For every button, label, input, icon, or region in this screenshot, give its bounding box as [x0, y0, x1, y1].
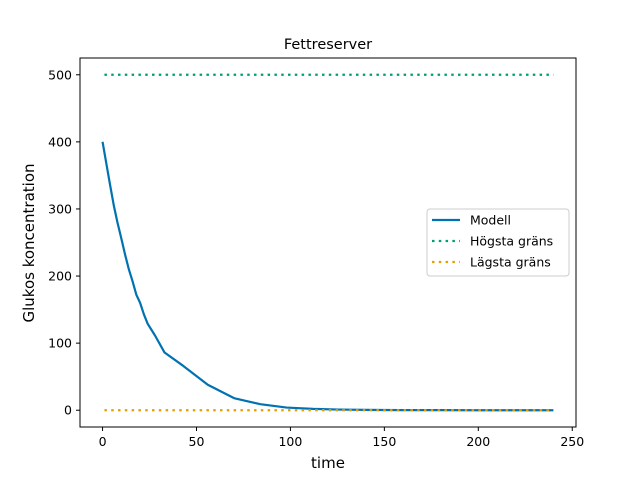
chart-title: Fettreserver — [284, 37, 372, 53]
x-tick-label: 200 — [466, 434, 490, 449]
y-tick-label: 0 — [64, 403, 72, 418]
x-axis-ticks: 0 50 100 150 200 250 — [99, 427, 584, 449]
y-tick-label: 400 — [48, 134, 72, 149]
y-tick-label: 100 — [48, 336, 72, 351]
y-axis-label: Glukos koncentration — [20, 163, 38, 322]
y-tick-label: 200 — [48, 269, 72, 284]
legend-label: Lägsta gräns — [470, 255, 551, 270]
x-tick-label: 250 — [560, 434, 584, 449]
legend-frame — [426, 208, 570, 277]
legend-label: Högsta gräns — [470, 234, 553, 249]
y-tick-label: 500 — [48, 67, 72, 82]
plot-frame — [79, 57, 577, 428]
legend: Modell Högsta gräns Lägsta gräns — [426, 208, 570, 277]
legend-label: Modell — [470, 213, 511, 228]
y-tick-label: 300 — [48, 201, 72, 216]
y-axis-ticks: 0 100 200 300 400 500 — [48, 67, 80, 418]
x-tick-label: 150 — [372, 434, 396, 449]
plot-area — [101, 73, 554, 412]
x-tick-label: 100 — [278, 434, 302, 449]
x-axis-label: time — [311, 454, 345, 472]
x-tick-label: 50 — [189, 434, 205, 449]
x-tick-label: 0 — [99, 434, 107, 449]
